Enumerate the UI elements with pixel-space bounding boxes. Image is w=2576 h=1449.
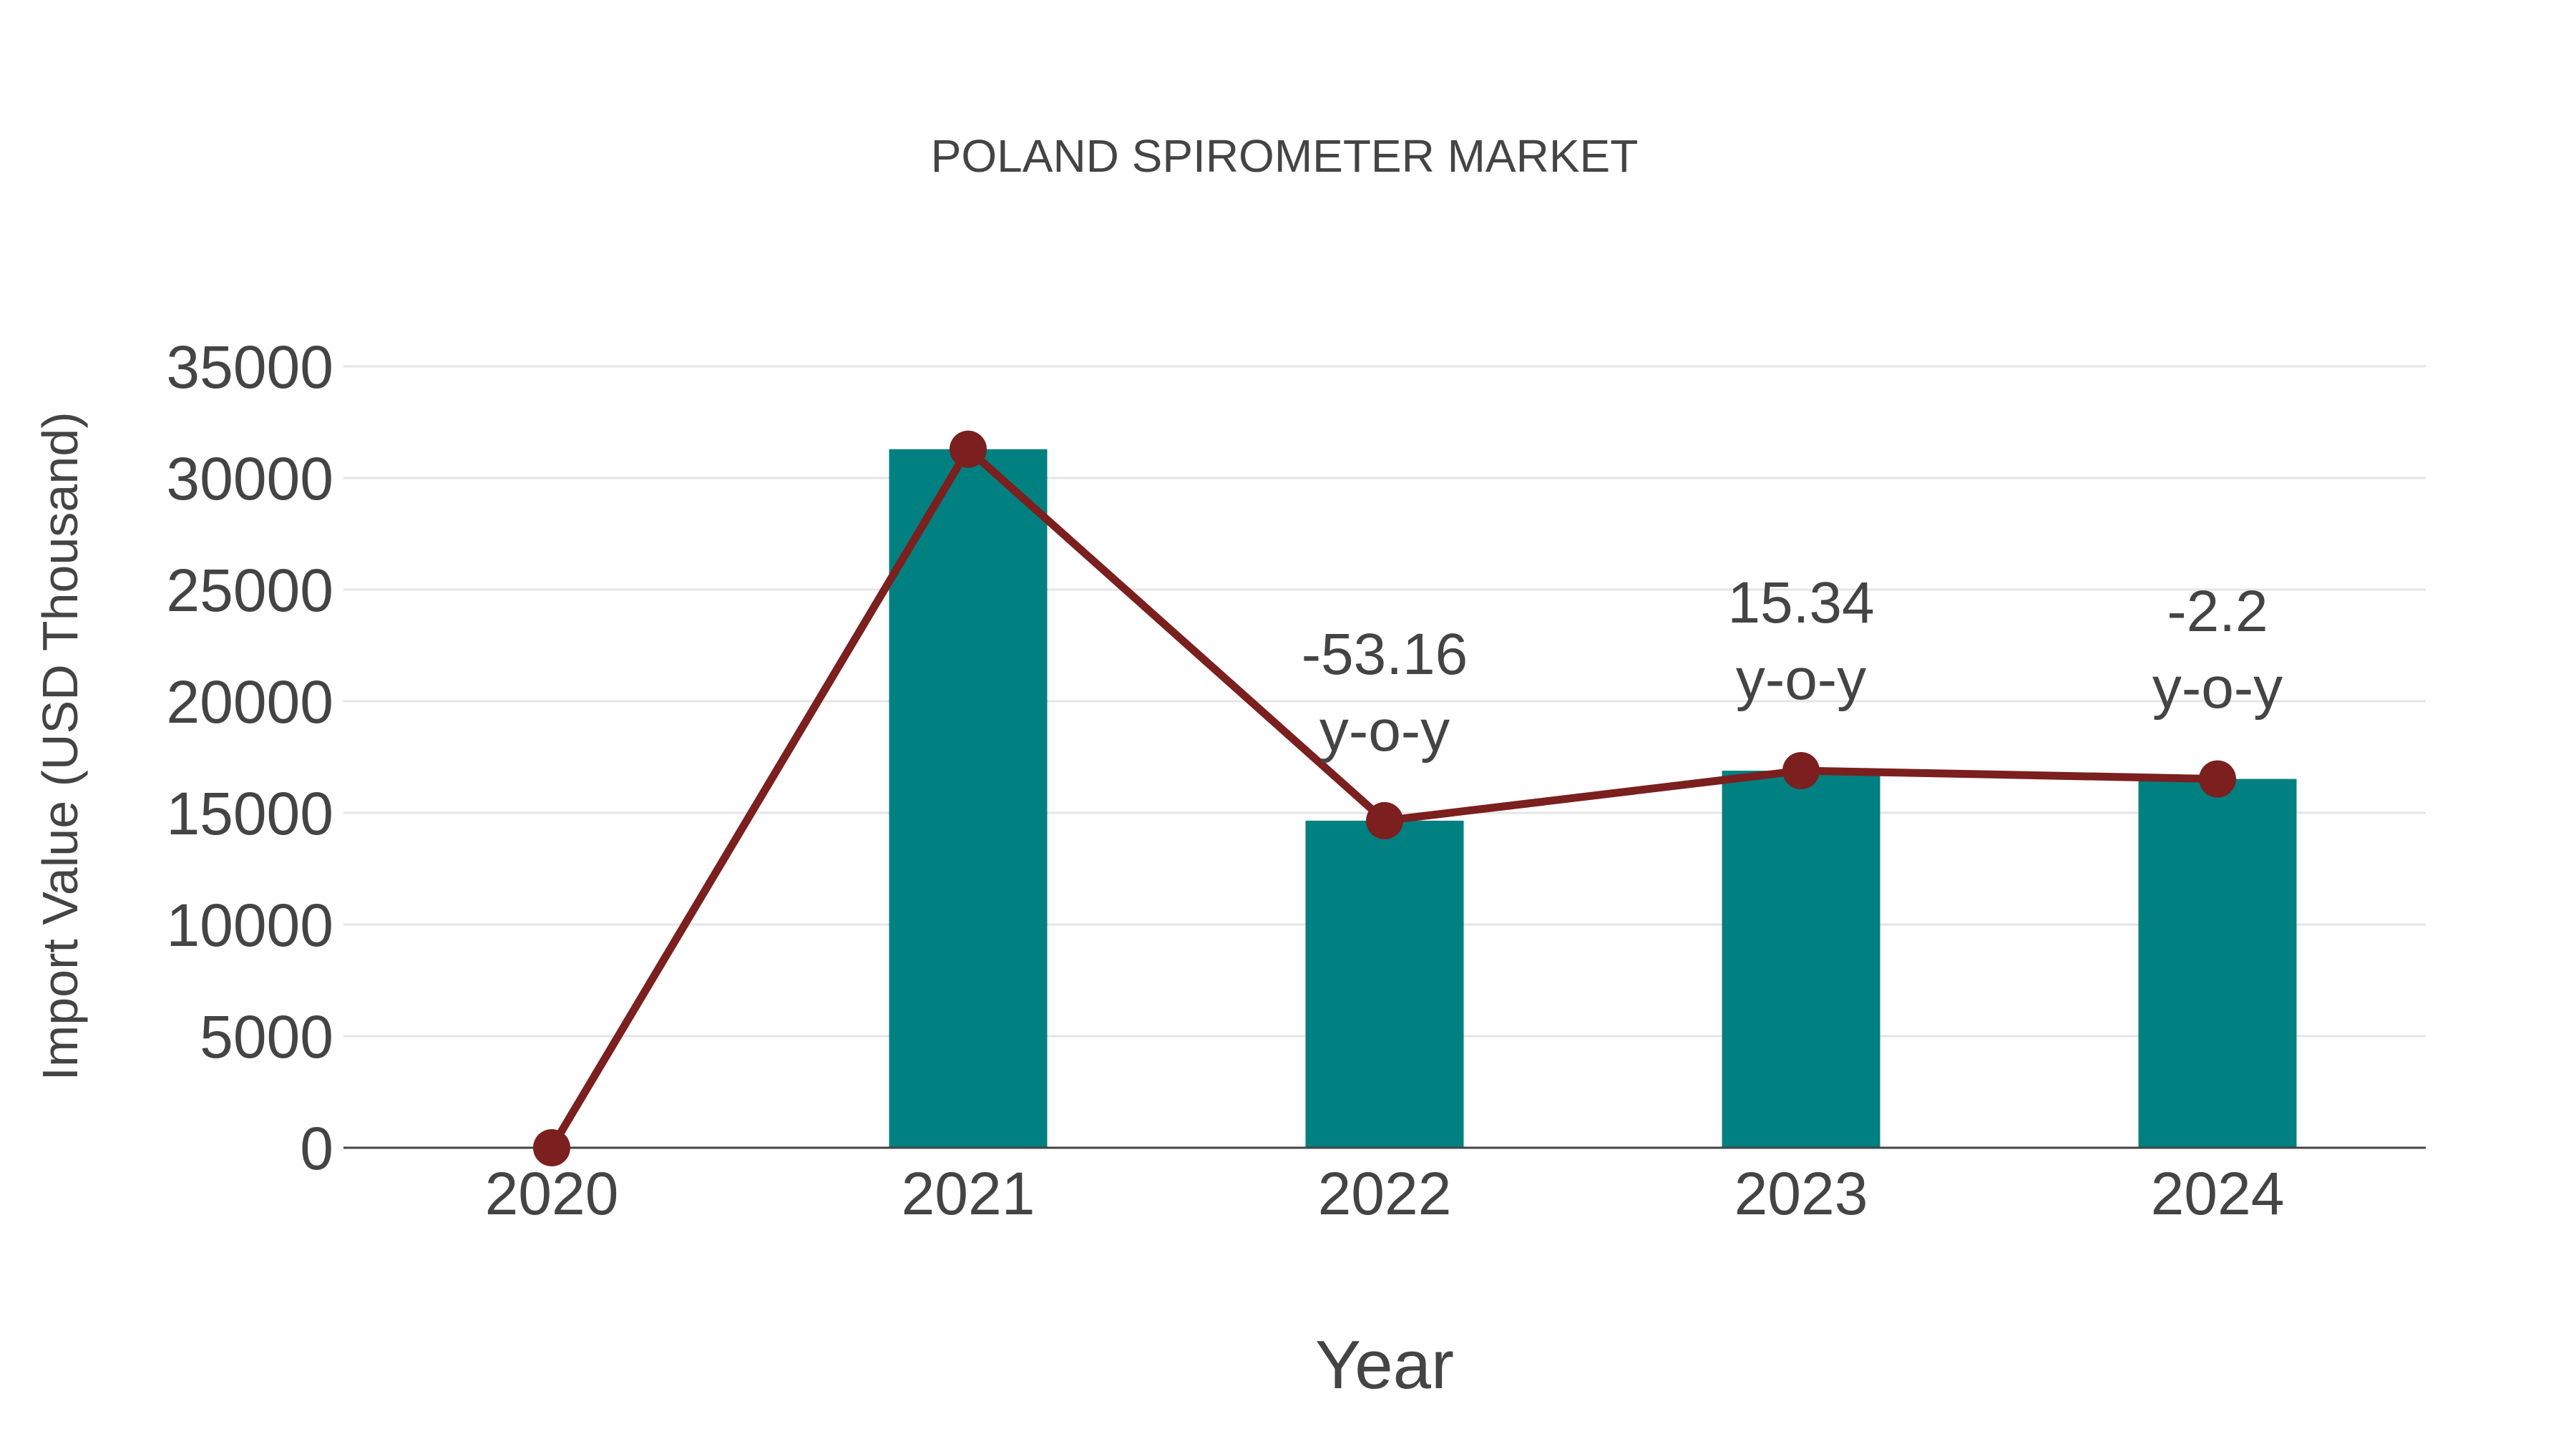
y-tick-label: 25000 <box>166 557 333 624</box>
y-axis-title: Import Value (USD Thousand) <box>32 411 88 1080</box>
y-tick-label: 5000 <box>200 1003 333 1070</box>
x-tick-label: 2022 <box>1318 1160 1452 1227</box>
line-marker <box>533 1129 570 1166</box>
line-series <box>533 430 2236 1166</box>
yoy-label: y-o-y <box>1319 698 1450 763</box>
x-tick-label: 2020 <box>485 1160 619 1227</box>
y-tick-label: 15000 <box>166 780 333 847</box>
bar-series <box>889 449 2297 1148</box>
x-tick-label: 2023 <box>1735 1160 1868 1227</box>
line-marker <box>950 430 987 468</box>
line-marker <box>1366 801 1403 839</box>
x-axis-title: Year <box>1315 1327 1454 1403</box>
bar <box>2138 779 2297 1148</box>
line-marker <box>2199 760 2236 798</box>
x-tick-label: 2024 <box>2151 1160 2285 1227</box>
bar <box>1722 771 1880 1148</box>
bar <box>1305 820 1464 1148</box>
yoy-annotations: -53.16 y-o-y 15.34 y-o-y -2.2 y-o-y <box>1302 570 2283 763</box>
y-tick-label: 10000 <box>166 892 333 959</box>
y-tick-label: 30000 <box>166 445 333 512</box>
y-tick-label: 20000 <box>166 668 333 736</box>
line-marker <box>1782 752 1820 790</box>
yoy-label: y-o-y <box>1736 647 1866 712</box>
y-tick-label: 0 <box>300 1115 333 1182</box>
y-axis-ticks: 0 5000 10000 15000 20000 25000 30000 35000 <box>166 333 333 1182</box>
bar <box>889 449 1048 1148</box>
yoy-value: 15.34 <box>1727 570 1874 635</box>
y-tick-label: 35000 <box>166 333 333 401</box>
chart-title: POLAND SPIROMETER MARKET <box>931 130 1639 182</box>
yoy-label: y-o-y <box>2152 655 2283 721</box>
x-tick-label: 2021 <box>902 1160 1035 1227</box>
yoy-value: -53.16 <box>1302 622 1468 687</box>
x-axis-ticks: 2020 2021 2022 2023 2024 <box>485 1160 2285 1227</box>
yoy-value: -2.2 <box>2167 579 2268 644</box>
